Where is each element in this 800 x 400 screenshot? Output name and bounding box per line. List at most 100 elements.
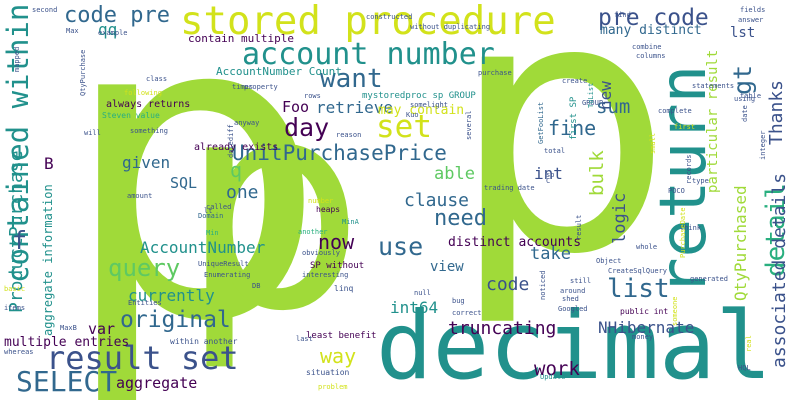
word-qtypurchased: QtyPurchased	[731, 185, 750, 301]
word-reason: reason	[336, 131, 362, 139]
word-interesting: interesting	[302, 271, 349, 279]
word-multiple-entries: multiple entries	[4, 335, 130, 350]
word-result: result	[575, 214, 583, 240]
word-statements: statements	[692, 82, 735, 90]
word-purchasedate: PurchaseDate	[679, 207, 687, 258]
word-bulk: bulk	[586, 150, 608, 196]
word-given: given	[122, 153, 171, 172]
word-sp-without: SP without	[310, 261, 365, 271]
word-combine: combine	[632, 43, 662, 51]
word-public-int: public int	[620, 307, 669, 316]
word-shed: shed	[562, 295, 579, 303]
word-update: Update	[540, 373, 566, 381]
word-mapped: mapped	[13, 46, 21, 72]
word-complete: complete	[658, 107, 692, 115]
word-many-distinct: many distinct	[600, 23, 702, 38]
word-following: following	[124, 89, 162, 97]
word-total: total	[544, 147, 566, 155]
word-heaps: heaps	[316, 205, 341, 214]
word-work: work	[534, 358, 580, 380]
word-account-number: account number	[242, 37, 495, 72]
word-purchase: purchase	[478, 69, 512, 77]
word-money: money	[632, 333, 654, 341]
word-qq: qq	[98, 20, 118, 39]
word-poco: POCO	[668, 187, 685, 195]
word-lt: lt	[204, 207, 213, 215]
word-date: date	[741, 105, 749, 122]
word-called: called	[206, 203, 232, 211]
word-select: SELECT	[16, 365, 118, 398]
word-always-returns: always returns	[106, 99, 191, 110]
word-rows: rows	[304, 92, 321, 100]
word-still: still	[570, 277, 592, 285]
word-fine: fine	[548, 116, 597, 140]
word-original: original	[120, 307, 231, 333]
word-min: Min	[206, 229, 219, 237]
word-number: number	[308, 197, 334, 205]
word-anyway: anyway	[234, 119, 260, 127]
word-something: something	[130, 127, 168, 135]
word-kuo: Kuo	[406, 111, 419, 119]
word-create: create	[562, 77, 588, 85]
word-currently: currently	[128, 286, 215, 305]
word-q: q	[230, 158, 243, 182]
word-trading-date: trading date	[484, 184, 535, 192]
word-particular-result: particular result	[705, 49, 721, 193]
word-columns: columns	[636, 52, 666, 60]
word-sp: sp	[546, 171, 555, 179]
word-logic: logic	[610, 192, 630, 244]
word-uniqueresult: UniqueResult	[198, 260, 249, 268]
word-integer: integer	[759, 130, 767, 160]
word-thanks: Thanks	[766, 79, 787, 145]
word-whole: whole	[636, 243, 658, 251]
word-p-mid: p	[180, 38, 365, 375]
word-amount: amount	[127, 192, 153, 200]
word-bug: bug	[452, 297, 465, 305]
word-want: want	[320, 64, 383, 94]
word-int64: int64	[390, 298, 439, 317]
word-c: C	[546, 177, 551, 185]
word-f: f	[12, 226, 28, 255]
word-entities: Entities	[128, 299, 162, 307]
word-accountnumber-count: AccountNumber Count	[216, 65, 342, 78]
word-situation: situation	[306, 368, 350, 377]
word-answer: answer	[738, 16, 764, 24]
word-unitpurchaseprice: UnitPurchasePrice	[232, 141, 447, 165]
word-somelight: somelight	[410, 101, 448, 109]
word-able: able	[434, 164, 475, 184]
word-small: small	[649, 132, 657, 154]
word-steven-value: Steven value	[102, 111, 160, 120]
word-class: class	[146, 75, 168, 83]
word-records: records	[685, 154, 693, 184]
word-now: now	[318, 230, 355, 254]
word-associated-details: associated details	[769, 172, 790, 368]
word-pre-code: pre code	[598, 5, 709, 31]
word-obviously: obviously	[302, 249, 340, 257]
word-googled: Googled	[558, 305, 588, 313]
word-code-mid: code	[486, 274, 530, 295]
word-first: first	[674, 123, 696, 131]
word-query: query	[108, 254, 181, 282]
word-within-another: within another	[170, 337, 238, 346]
word-another: another	[298, 228, 328, 236]
word-whereas: whereas	[4, 348, 34, 356]
word-sql: SQL	[170, 174, 198, 192]
word-createsqlquery: CreateSqlQuery	[608, 267, 668, 275]
word-several: several	[465, 110, 473, 140]
word-constructed: constructed	[366, 13, 413, 21]
word-least-benefit: least benefit	[306, 331, 377, 341]
word-mina: MinA	[342, 218, 359, 226]
word-last: last	[296, 335, 313, 343]
word-view: view	[430, 259, 464, 275]
word-contain-multiple: contain multiple	[188, 32, 294, 45]
word-enumerating: Enumerating	[204, 271, 251, 279]
word-getfoolist: GetFooList	[537, 101, 545, 144]
word-p-left: p	[60, 0, 327, 400]
word-generated: generated	[690, 275, 728, 283]
word-basic: basic	[4, 285, 26, 293]
word-nhibernate: NHibernate	[598, 318, 695, 337]
word-take: take	[530, 244, 571, 264]
word-using: using	[734, 95, 756, 103]
word-mystoredproc-sp-group: mystoredproc sp GROUP	[362, 91, 476, 101]
